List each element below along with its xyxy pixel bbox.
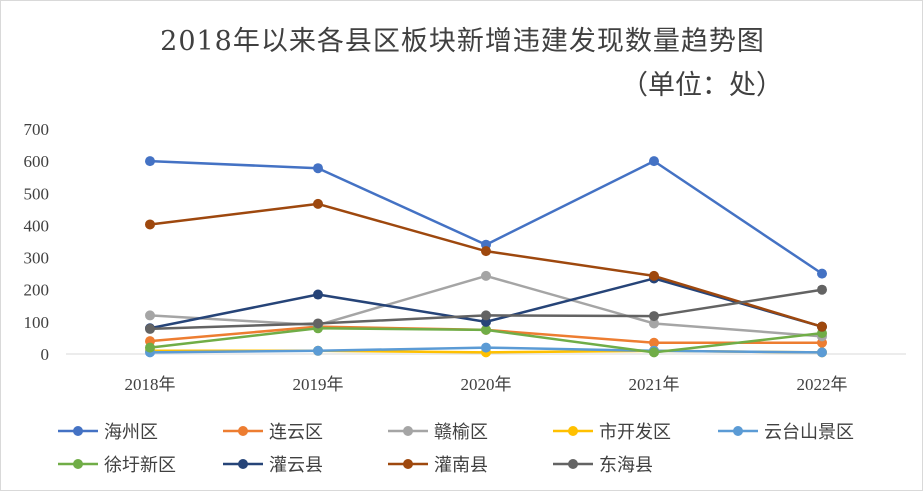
data-point — [313, 198, 323, 209]
data-point — [649, 156, 659, 167]
chart-title: 2018年以来各县区板块新增违建发现数量趋势图 — [160, 26, 765, 57]
data-point — [313, 318, 323, 329]
data-point — [313, 289, 323, 300]
legend-label: 市开发区 — [599, 422, 671, 443]
legend-label: 连云区 — [269, 422, 323, 443]
data-point — [481, 270, 491, 281]
x-tick-label: 2021年 — [629, 375, 680, 394]
legend-swatch-marker — [403, 459, 413, 469]
data-point — [145, 310, 155, 321]
legend-swatch-marker — [73, 459, 83, 469]
data-point — [817, 268, 827, 279]
x-tick-label: 2018年 — [125, 375, 176, 394]
data-point — [145, 219, 155, 230]
legend-swatch-marker — [238, 426, 248, 436]
legend-swatch-marker — [73, 426, 83, 436]
data-point — [481, 342, 491, 353]
data-point — [313, 163, 323, 174]
legend-swatch-marker — [568, 459, 578, 469]
x-tick-label: 2020年 — [461, 375, 512, 394]
data-point — [817, 321, 827, 332]
data-point — [649, 318, 659, 329]
legend-swatch-marker — [403, 426, 413, 436]
y-tick-label: 300 — [24, 249, 50, 268]
data-point — [313, 345, 323, 356]
y-tick-label: 200 — [24, 281, 50, 300]
legend-swatch-marker — [568, 426, 578, 436]
data-point — [145, 323, 155, 334]
data-point — [649, 311, 659, 322]
x-tick-label: 2019年 — [293, 375, 344, 394]
legend-label: 东海县 — [599, 455, 653, 476]
data-point — [481, 310, 491, 321]
data-point — [817, 284, 827, 295]
y-tick-label: 700 — [24, 120, 50, 139]
y-tick-label: 0 — [41, 345, 50, 364]
y-tick-label: 600 — [24, 152, 50, 171]
legend-label: 云台山景区 — [764, 422, 854, 443]
series-line — [149, 159, 823, 275]
data-point — [649, 337, 659, 348]
y-tick-label: 100 — [24, 313, 50, 332]
data-point — [649, 347, 659, 358]
x-tick-label: 2022年 — [797, 375, 848, 394]
y-tick-label: 400 — [24, 216, 50, 235]
legend-swatch-marker — [733, 426, 743, 436]
data-point — [649, 270, 659, 281]
data-point — [481, 324, 491, 335]
legend-label: 灌南县 — [434, 455, 488, 476]
legend-label: 海州区 — [104, 422, 158, 443]
legend-swatch-marker — [238, 459, 248, 469]
chart-subtitle: （单位：处） — [621, 70, 783, 101]
legend-label: 灌云县 — [269, 455, 323, 476]
legend-label: 徐圩新区 — [104, 455, 176, 476]
data-point — [481, 246, 491, 257]
data-point — [145, 156, 155, 167]
data-point — [145, 342, 155, 353]
legend-label: 赣榆区 — [434, 422, 488, 443]
data-point — [817, 347, 827, 358]
y-tick-label: 500 — [24, 184, 50, 203]
